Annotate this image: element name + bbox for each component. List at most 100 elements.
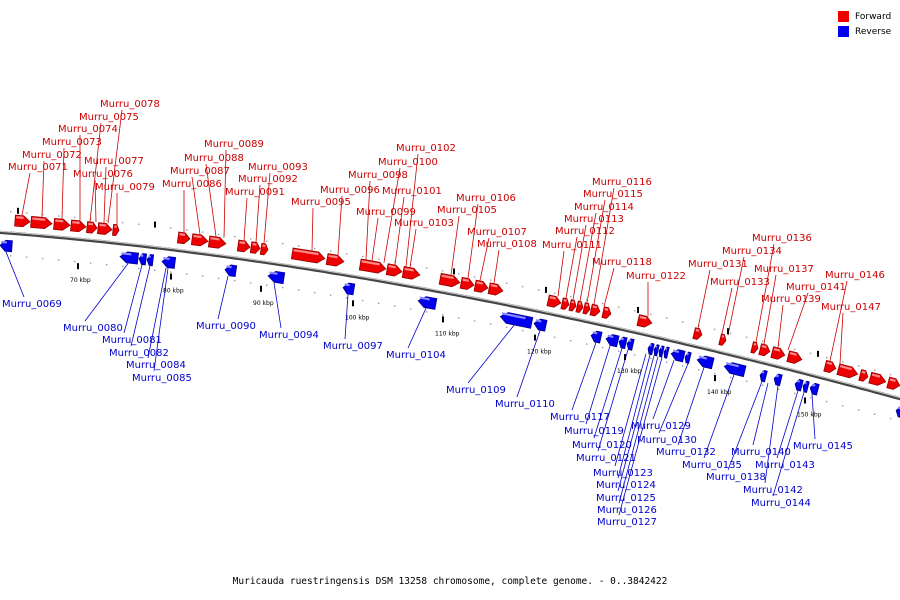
- gene-label[interactable]: Murru_0081: [102, 335, 162, 346]
- reverse-gene-arrow[interactable]: [723, 361, 747, 378]
- gene-label[interactable]: Murru_0109: [446, 385, 506, 396]
- gene-label[interactable]: Murru_0099: [356, 207, 416, 218]
- gene-label[interactable]: Murru_0105: [437, 205, 497, 216]
- gene-label[interactable]: Murru_0082: [109, 348, 169, 359]
- gene-label[interactable]: Murru_0113: [564, 214, 624, 225]
- gene-label[interactable]: Murru_0130: [637, 435, 697, 446]
- forward-gene-arrow[interactable]: [176, 231, 191, 245]
- gene-label[interactable]: Murru_0084: [126, 360, 186, 371]
- forward-gene-arrow[interactable]: [97, 222, 113, 235]
- forward-gene-arrow[interactable]: [718, 333, 727, 346]
- forward-gene-arrow[interactable]: [582, 302, 591, 315]
- forward-gene-arrow[interactable]: [249, 241, 261, 254]
- gene-label[interactable]: Murru_0098: [348, 170, 408, 181]
- reverse-gene-arrow[interactable]: [618, 336, 628, 350]
- forward-gene-arrow[interactable]: [385, 263, 403, 277]
- forward-gene-arrow[interactable]: [601, 306, 612, 319]
- forward-gene-arrow[interactable]: [459, 276, 475, 290]
- gene-label[interactable]: Murru_0089: [204, 139, 264, 150]
- legend-reverse[interactable]: Reverse: [838, 24, 891, 39]
- gene-label[interactable]: Murru_0085: [132, 373, 192, 384]
- gene-label[interactable]: Murru_0146: [825, 270, 885, 281]
- forward-gene-arrow[interactable]: [207, 235, 227, 249]
- gene-label[interactable]: Murru_0140: [731, 447, 791, 458]
- gene-label[interactable]: Murru_0133: [710, 277, 770, 288]
- forward-gene-arrow[interactable]: [438, 272, 461, 288]
- reverse-gene-arrow[interactable]: [658, 345, 665, 358]
- gene-label[interactable]: Murru_0121: [576, 453, 636, 464]
- gene-label[interactable]: Murru_0071: [8, 162, 68, 173]
- forward-gene-arrow[interactable]: [111, 223, 120, 237]
- forward-gene-arrow[interactable]: [858, 369, 870, 383]
- gene-label[interactable]: Murru_0138: [706, 472, 766, 483]
- gene-label[interactable]: Murru_0132: [656, 447, 716, 458]
- reverse-gene-arrow[interactable]: [895, 405, 900, 419]
- forward-gene-arrow[interactable]: [290, 247, 326, 264]
- reverse-gene-arrow[interactable]: [684, 351, 692, 364]
- gene-label[interactable]: Murru_0096: [320, 185, 380, 196]
- reverse-gene-arrow[interactable]: [809, 382, 820, 396]
- gene-label[interactable]: Murru_0116: [592, 177, 652, 188]
- gene-label[interactable]: Murru_0076: [73, 169, 133, 180]
- reverse-gene-arrow[interactable]: [663, 346, 670, 359]
- gene-label[interactable]: Murru_0073: [42, 137, 102, 148]
- gene-label[interactable]: Murru_0142: [743, 485, 803, 496]
- forward-gene-arrow[interactable]: [14, 214, 31, 228]
- gene-label[interactable]: Murru_0124: [596, 480, 656, 491]
- gene-label[interactable]: Murru_0077: [84, 156, 144, 167]
- gene-label[interactable]: Murru_0111: [542, 240, 602, 251]
- reverse-gene-arrow[interactable]: [138, 253, 148, 266]
- reverse-gene-arrow[interactable]: [626, 338, 635, 351]
- forward-gene-arrow[interactable]: [575, 300, 584, 313]
- reverse-gene-arrow[interactable]: [146, 254, 155, 267]
- reverse-gene-arrow[interactable]: [533, 318, 548, 332]
- reverse-gene-arrow[interactable]: [267, 270, 286, 285]
- gene-label[interactable]: Murru_0139: [761, 294, 821, 305]
- gene-label[interactable]: Murru_0112: [555, 226, 615, 237]
- forward-gene-arrow[interactable]: [786, 350, 803, 365]
- gene-label[interactable]: Murru_0135: [682, 460, 742, 471]
- gene-label[interactable]: Murru_0078: [100, 99, 160, 110]
- reverse-gene-arrow[interactable]: [161, 256, 177, 269]
- gene-label[interactable]: Murru_0143: [755, 460, 815, 471]
- gene-label[interactable]: Murru_0106: [456, 193, 516, 204]
- gene-label[interactable]: Murru_0075: [79, 112, 139, 123]
- gene-label[interactable]: Murru_0134: [722, 246, 782, 257]
- forward-gene-arrow[interactable]: [53, 217, 71, 231]
- reverse-gene-arrow[interactable]: [119, 251, 140, 265]
- gene-label[interactable]: Murru_0097: [323, 341, 383, 352]
- reverse-gene-arrow[interactable]: [417, 295, 438, 310]
- forward-gene-arrow[interactable]: [358, 258, 387, 274]
- forward-gene-arrow[interactable]: [770, 346, 786, 361]
- gene-label[interactable]: Murru_0129: [631, 421, 691, 432]
- reverse-gene-arrow[interactable]: [696, 354, 715, 370]
- gene-label[interactable]: Murru_0118: [592, 257, 652, 268]
- gene-label[interactable]: Murru_0088: [184, 153, 244, 164]
- gene-label[interactable]: Murru_0122: [626, 271, 686, 282]
- gene-label[interactable]: Murru_0103: [394, 218, 454, 229]
- forward-gene-arrow[interactable]: [589, 303, 601, 317]
- reverse-gene-arrow[interactable]: [605, 333, 620, 348]
- gene-label[interactable]: Murru_0131: [688, 259, 748, 270]
- gene-label[interactable]: Murru_0069: [2, 299, 62, 310]
- forward-gene-arrow[interactable]: [401, 266, 421, 281]
- gene-label[interactable]: Murru_0144: [751, 498, 811, 509]
- gene-label[interactable]: Murru_0145: [793, 441, 853, 452]
- gene-label[interactable]: Murru_0117: [550, 412, 610, 423]
- forward-gene-arrow[interactable]: [750, 341, 759, 354]
- gene-label[interactable]: Murru_0087: [170, 166, 230, 177]
- forward-gene-arrow[interactable]: [758, 343, 771, 357]
- gene-label[interactable]: Murru_0102: [396, 143, 456, 154]
- gene-label[interactable]: Murru_0095: [291, 197, 351, 208]
- gene-label[interactable]: Murru_0072: [22, 150, 82, 161]
- gene-label[interactable]: Murru_0080: [63, 323, 123, 334]
- reverse-gene-arrow[interactable]: [773, 373, 783, 387]
- gene-label[interactable]: Murru_0110: [495, 399, 555, 410]
- reverse-gene-arrow[interactable]: [342, 282, 356, 296]
- gene-label[interactable]: Murru_0100: [378, 157, 438, 168]
- reverse-gene-arrow[interactable]: [794, 378, 804, 392]
- forward-gene-arrow[interactable]: [473, 279, 489, 293]
- gene-label[interactable]: Murru_0074: [58, 124, 118, 135]
- reverse-gene-arrow[interactable]: [0, 239, 13, 253]
- forward-gene-arrow[interactable]: [236, 239, 251, 253]
